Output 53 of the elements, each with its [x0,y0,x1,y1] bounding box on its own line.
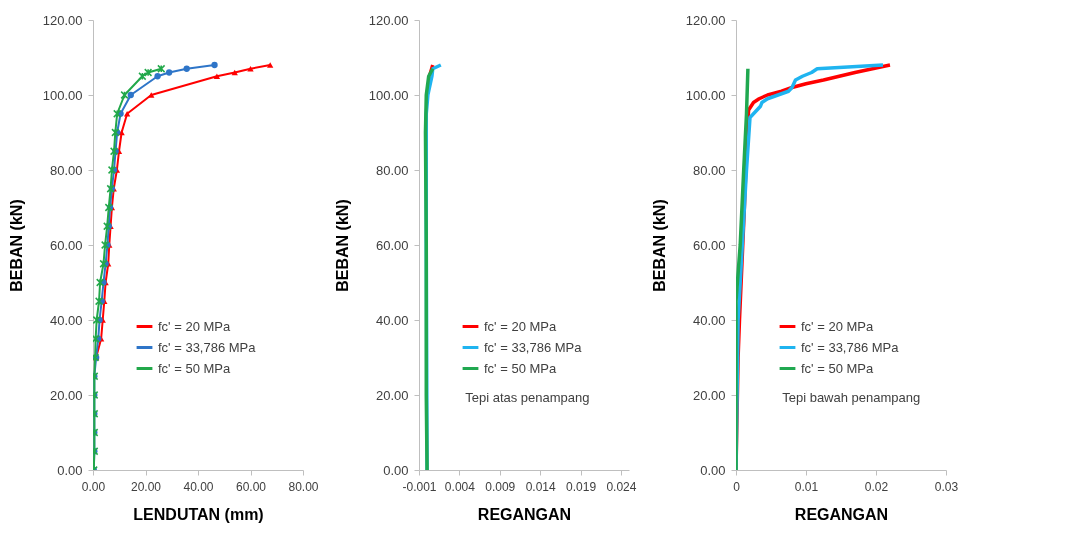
annotation: Tepi bawah penampang [782,390,921,405]
y-tick-label: 100.00 [42,87,83,103]
y-axis-title: BEBAN (kN) [333,199,351,292]
x-tick-label: 0.004 [444,479,476,494]
y-tick-label: 60.00 [692,237,726,253]
y-tick-label: 20.00 [49,387,83,403]
y-tick-label: 80.00 [375,162,409,178]
x-tick-label: 20.00 [130,479,162,494]
x-axis-title: REGANGAN [477,505,572,523]
y-tick-label: 0.00 [700,462,726,478]
x-tick-label: 0.03 [934,479,959,494]
y-tick-label: 100.00 [685,87,726,103]
y-tick-label: 60.00 [375,237,409,253]
y-tick-label: 20.00 [375,387,409,403]
y-tick-label: 40.00 [692,312,726,328]
x-tick-label: 0.01 [794,479,819,494]
x-tick-label: 0.02 [864,479,889,494]
legend-label: fc' = 20 MPa [801,318,874,334]
y-tick-label: 120.00 [42,12,83,28]
x-tick-label: 0.019 [566,479,597,494]
x-tick-label: 0.014 [525,479,556,494]
x-tick-label: 80.00 [288,479,319,494]
y-tick-label: 0.00 [383,462,409,478]
legend-label: fc' = 50 MPa [484,360,557,376]
y-tick-label: 40.00 [375,312,409,328]
legend-label: fc' = 50 MPa [801,360,874,376]
x-tick-label: 0 [733,479,741,494]
y-axis-title: BEBAN (kN) [650,199,668,292]
y-axis-title: BEBAN (kN) [7,199,25,292]
annotation: Tepi atas penampang [465,390,590,405]
y-tick-label: 40.00 [49,312,83,328]
y-tick-label: 80.00 [49,162,83,178]
y-tick-label: 120.00 [685,12,726,28]
x-tick-label: 0.00 [81,479,106,494]
y-tick-label: 100.00 [368,87,409,103]
legend-label: fc' = 33,786 MPa [801,339,900,355]
x-axis-title: REGANGAN [794,505,889,523]
y-tick-label: 60.00 [49,237,83,253]
x-tick-label: 0.009 [485,479,516,494]
x-axis-title: LENDUTAN (mm) [133,505,264,523]
legend-label: fc' = 33,786 MPa [158,339,257,355]
y-tick-label: 20.00 [692,387,726,403]
legend-label: fc' = 20 MPa [484,318,557,334]
x-tick-label: 60.00 [235,479,267,494]
y-tick-label: 120.00 [368,12,409,28]
y-tick-label: 0.00 [57,462,83,478]
y-tick-label: 80.00 [692,162,726,178]
legend-label: fc' = 33,786 MPa [484,339,583,355]
x-tick-label: 40.00 [183,479,214,494]
x-tick-label: -0.001 [402,479,437,494]
x-tick-label: 0.024 [606,479,637,494]
legend-label: fc' = 50 MPa [158,360,231,376]
legend-label: fc' = 20 MPa [158,318,231,334]
